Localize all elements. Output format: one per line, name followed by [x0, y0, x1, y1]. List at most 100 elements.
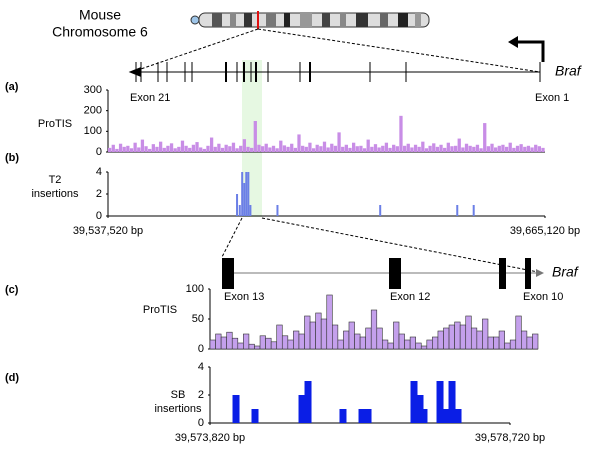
spike — [443, 147, 447, 152]
spike — [111, 144, 115, 152]
spike — [133, 142, 137, 152]
spike — [199, 147, 203, 152]
bar — [226, 331, 233, 350]
bar — [521, 330, 528, 350]
y-axis-label: SB — [171, 389, 186, 401]
spike — [315, 144, 319, 152]
y-tick-label: 4 — [198, 361, 204, 373]
spike — [330, 143, 334, 152]
spike — [297, 134, 301, 152]
bar — [304, 381, 312, 423]
bar — [320, 318, 328, 350]
bar — [298, 395, 306, 423]
y-tick-label: 4 — [96, 166, 102, 178]
spike — [435, 146, 440, 152]
y-tick-label: 2 — [96, 188, 102, 200]
exon-label: Exon 13 — [224, 291, 264, 303]
spike — [402, 145, 407, 152]
spike — [180, 140, 185, 152]
spike — [457, 138, 461, 152]
bar — [354, 333, 361, 350]
spike — [486, 146, 491, 152]
spike — [322, 141, 327, 152]
bar — [498, 330, 505, 350]
bar — [245, 172, 248, 216]
bar — [493, 336, 500, 350]
spike — [508, 142, 512, 152]
spike — [169, 143, 174, 152]
bar — [442, 409, 450, 423]
spike — [494, 147, 498, 152]
spike — [534, 144, 538, 152]
bar — [470, 327, 478, 350]
y-tick-label: 200 — [84, 105, 102, 117]
bar — [231, 337, 239, 350]
spike — [155, 146, 159, 152]
bar — [339, 409, 347, 423]
spike — [137, 147, 141, 152]
y-axis-label: ProTIS — [38, 118, 72, 130]
bar — [443, 327, 450, 350]
bar — [287, 339, 294, 350]
spike — [468, 145, 472, 152]
spike — [151, 144, 155, 152]
spike — [122, 146, 126, 152]
bar — [359, 336, 366, 350]
gene-name: Braf — [552, 264, 580, 280]
spike — [319, 146, 323, 152]
spike — [439, 144, 443, 152]
bar — [420, 409, 428, 423]
bar — [343, 330, 350, 350]
spike — [246, 146, 250, 152]
bar — [456, 205, 459, 216]
spike — [479, 148, 483, 152]
spike — [173, 148, 177, 152]
bar — [309, 321, 316, 350]
bar — [509, 339, 517, 350]
bar — [232, 395, 240, 423]
bar — [416, 395, 424, 423]
spike — [523, 146, 527, 152]
spike — [359, 145, 363, 152]
spike — [290, 143, 294, 152]
chromosome — [190, 11, 430, 29]
direction-arrowhead — [508, 36, 518, 48]
y-axis-label: insertions — [154, 403, 202, 415]
x-tick-label: 39,537,520 bp — [73, 225, 143, 237]
spike — [384, 142, 389, 152]
spike — [504, 146, 509, 152]
zoom-line — [221, 217, 243, 258]
spike — [228, 146, 232, 152]
bar — [259, 335, 266, 350]
bar — [326, 294, 333, 350]
spike — [184, 145, 188, 152]
bar — [238, 205, 241, 216]
spike — [148, 148, 152, 152]
y-axis-label: T2 — [49, 174, 62, 186]
spike — [140, 139, 145, 152]
spike — [337, 132, 341, 152]
spike — [413, 144, 418, 152]
spike — [129, 148, 134, 152]
spike — [366, 139, 370, 152]
x-tick-label: 39,665,120 bp — [510, 225, 580, 237]
spike — [260, 146, 265, 152]
bar — [209, 339, 216, 350]
spike — [377, 147, 381, 152]
spike — [286, 146, 290, 152]
bar — [409, 336, 416, 350]
spike — [519, 144, 523, 152]
spike — [213, 146, 217, 152]
bar — [220, 336, 227, 350]
bar — [243, 333, 250, 350]
bar — [482, 318, 489, 350]
spike — [475, 144, 480, 152]
y-tick-label: 0 — [96, 146, 102, 158]
zoom-line — [257, 28, 541, 73]
y-tick-label: 100 — [186, 283, 204, 295]
bar — [364, 409, 372, 423]
spike — [282, 145, 287, 152]
spike — [348, 147, 352, 152]
spike — [268, 147, 272, 152]
bar — [472, 205, 475, 216]
